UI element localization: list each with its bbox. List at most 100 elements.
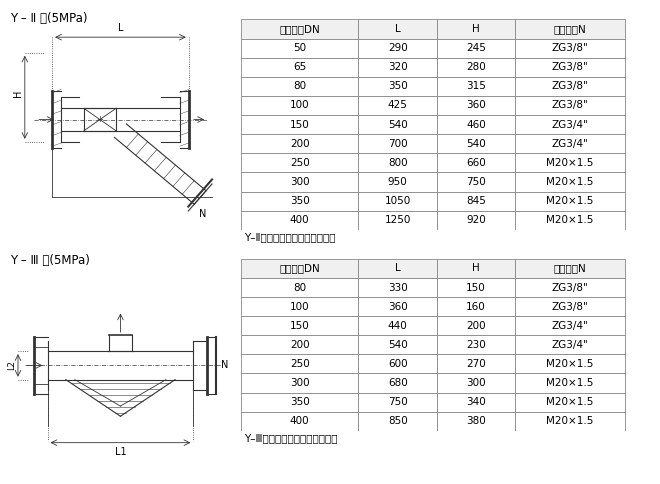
Text: 公称直径DN: 公称直径DN: [279, 263, 320, 273]
Bar: [515, 192, 624, 211]
Bar: [437, 77, 515, 96]
Bar: [515, 172, 624, 192]
Text: 150: 150: [290, 120, 310, 130]
Text: 245: 245: [466, 43, 486, 53]
Text: 160: 160: [466, 302, 486, 312]
Text: 680: 680: [388, 378, 407, 388]
Text: M20×1.5: M20×1.5: [546, 416, 593, 426]
Text: 440: 440: [388, 321, 407, 331]
Text: 950: 950: [388, 177, 407, 187]
Text: ZG3/8": ZG3/8": [552, 43, 588, 53]
Bar: [358, 96, 437, 115]
Bar: [515, 39, 624, 58]
Text: 80: 80: [293, 81, 306, 91]
Bar: [241, 393, 358, 412]
Bar: [515, 259, 624, 278]
Text: ZG3/8": ZG3/8": [552, 81, 588, 91]
Text: 540: 540: [388, 120, 407, 130]
Bar: [358, 211, 437, 230]
Text: 300: 300: [466, 378, 486, 388]
Bar: [437, 374, 515, 393]
Bar: [241, 335, 358, 354]
Bar: [241, 77, 358, 96]
Bar: [437, 278, 515, 297]
Text: 700: 700: [388, 139, 407, 149]
Bar: [358, 316, 437, 335]
Bar: [358, 39, 437, 58]
Text: 360: 360: [466, 101, 486, 110]
Bar: [241, 211, 358, 230]
Text: M20×1.5: M20×1.5: [546, 215, 593, 226]
Text: ZG3/8": ZG3/8": [552, 101, 588, 110]
Text: M20×1.5: M20×1.5: [546, 177, 593, 187]
Text: L: L: [395, 263, 401, 273]
Text: 850: 850: [388, 416, 407, 426]
Text: Y – Ⅱ 型(5MPa): Y – Ⅱ 型(5MPa): [10, 12, 87, 25]
Text: 340: 340: [466, 397, 486, 407]
Bar: [515, 96, 624, 115]
Bar: [241, 172, 358, 192]
Bar: [358, 192, 437, 211]
Bar: [358, 297, 437, 316]
Text: 50: 50: [293, 43, 306, 53]
Text: L: L: [117, 23, 123, 33]
Bar: [515, 77, 624, 96]
Bar: [358, 335, 437, 354]
Bar: [358, 77, 437, 96]
Text: 300: 300: [290, 378, 310, 388]
Text: +: +: [96, 115, 104, 124]
Text: 290: 290: [388, 43, 407, 53]
Bar: [437, 58, 515, 77]
Text: L: L: [395, 24, 401, 34]
Text: 315: 315: [466, 81, 486, 91]
Text: 320: 320: [388, 62, 407, 72]
Bar: [437, 39, 515, 58]
Text: 845: 845: [466, 196, 486, 206]
Text: 750: 750: [466, 177, 486, 187]
Text: M20×1.5: M20×1.5: [546, 397, 593, 407]
Bar: [358, 259, 437, 278]
Bar: [358, 115, 437, 134]
Text: 400: 400: [290, 215, 310, 226]
Text: 200: 200: [466, 321, 486, 331]
Bar: [437, 172, 515, 192]
Text: ZG3/8": ZG3/8": [552, 302, 588, 312]
Bar: [241, 115, 358, 134]
Bar: [437, 297, 515, 316]
Text: M20×1.5: M20×1.5: [546, 196, 593, 206]
Text: 600: 600: [388, 359, 407, 369]
Text: 80: 80: [293, 283, 306, 292]
Bar: [241, 278, 358, 297]
Text: 800: 800: [388, 158, 407, 168]
Bar: [515, 335, 624, 354]
Bar: [358, 172, 437, 192]
Text: 270: 270: [466, 359, 486, 369]
Bar: [437, 134, 515, 153]
Bar: [241, 19, 358, 39]
Text: ZG3/4": ZG3/4": [552, 139, 588, 149]
Text: H: H: [472, 24, 480, 34]
Text: ZG3/4": ZG3/4": [552, 340, 588, 350]
Bar: [358, 134, 437, 153]
Text: M20×1.5: M20×1.5: [546, 378, 593, 388]
Text: L2: L2: [7, 361, 16, 370]
Text: 350: 350: [388, 81, 407, 91]
Text: 380: 380: [466, 416, 486, 426]
Bar: [515, 297, 624, 316]
Bar: [515, 316, 624, 335]
Bar: [437, 316, 515, 335]
Text: 1250: 1250: [385, 215, 411, 226]
Bar: [358, 153, 437, 172]
Text: 920: 920: [466, 215, 486, 226]
Bar: [515, 393, 624, 412]
Bar: [241, 316, 358, 335]
Text: ZG3/4": ZG3/4": [552, 321, 588, 331]
Bar: [241, 39, 358, 58]
Text: 460: 460: [466, 120, 486, 130]
Bar: [437, 115, 515, 134]
Bar: [241, 58, 358, 77]
Text: 150: 150: [290, 321, 310, 331]
Text: 200: 200: [290, 139, 310, 149]
Text: 330: 330: [388, 283, 407, 292]
Text: L1: L1: [115, 447, 126, 457]
